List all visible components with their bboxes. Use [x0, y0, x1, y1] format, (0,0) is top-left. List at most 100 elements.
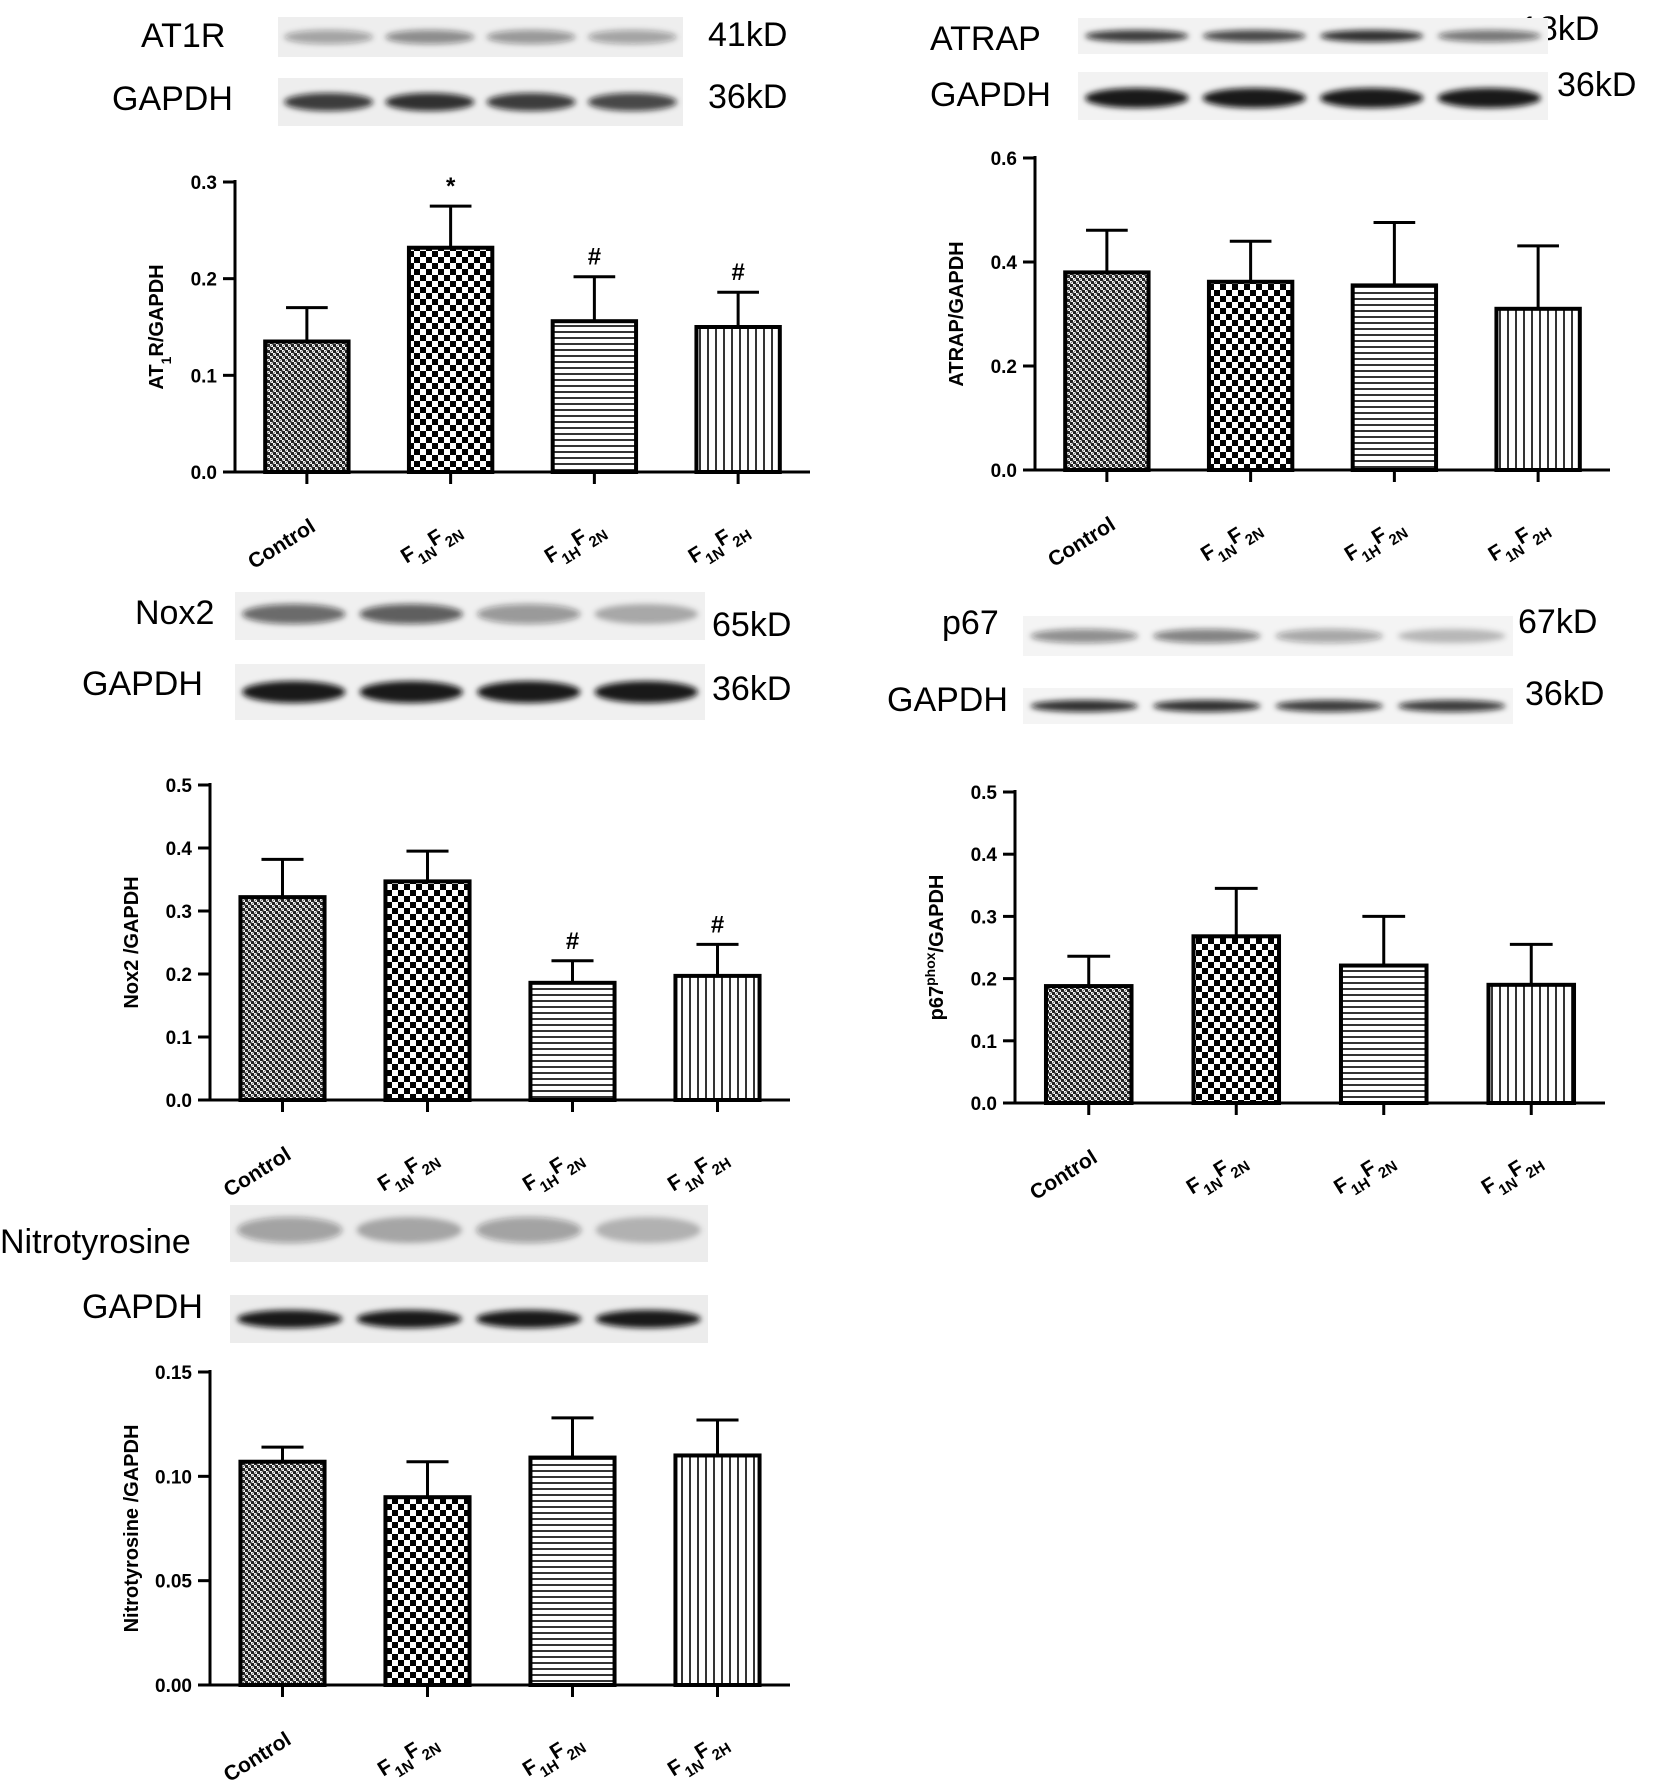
x-tick-label: F1NF2N: [1182, 1146, 1252, 1206]
y-tick-label: 0.0: [991, 461, 1017, 482]
blot-band: [237, 1217, 343, 1243]
x-tick-label: F1NF2N: [374, 1143, 444, 1203]
x-tick-label: F1NF2H: [684, 515, 754, 575]
y-tick-label: 0.0: [166, 1091, 192, 1112]
blot-band: [1320, 88, 1424, 108]
blot-loading-label: GAPDH: [930, 76, 1051, 114]
bar: [694, 325, 782, 474]
blot-band: [1202, 30, 1306, 42]
y-tick-label: 0.4: [991, 253, 1018, 274]
blot-band: [242, 681, 346, 703]
blot-band: [385, 93, 475, 111]
bar: [673, 1453, 762, 1688]
significance-marker: #: [588, 244, 601, 271]
blot-band: [1085, 30, 1189, 42]
blot-band: [587, 30, 677, 44]
blot-band: [1030, 700, 1139, 712]
bar: [238, 895, 327, 1102]
blot-band: [1397, 700, 1506, 712]
blot-loading-kd: 36kD: [708, 78, 788, 116]
blot-band: [1320, 30, 1424, 42]
blot-band: [587, 93, 677, 111]
significance-marker: #: [731, 259, 744, 286]
x-tick-label: Control: [220, 1143, 296, 1202]
x-tick-label: F1HF2N: [1341, 513, 1411, 573]
blot-band: [486, 93, 576, 111]
blot-band: [594, 681, 698, 703]
y-axis-label: Nox2 /GAPDH: [121, 876, 143, 1008]
blot-protein-label: p67: [942, 604, 999, 642]
y-tick-label: 0.1: [191, 366, 218, 387]
chart-atrap: 0.0 0.2 0.4 0.6 ATRAP/GAPDH Control F1NF2N F1HF…: [946, 149, 1610, 573]
blot-band: [359, 604, 463, 624]
blot-band: [477, 604, 581, 624]
bar: [1063, 270, 1151, 472]
significance-marker: #: [711, 911, 724, 938]
significance-marker: *: [446, 173, 456, 200]
blot-band: [1437, 88, 1541, 108]
y-tick-label: 0.10: [155, 1467, 192, 1488]
y-tick-label: 0.3: [166, 902, 192, 923]
blot-protein-kd: 65kD: [712, 606, 792, 644]
blot-band: [476, 1310, 582, 1328]
y-tick-label: 0.4: [166, 839, 193, 860]
western-blot-image: [1078, 18, 1548, 120]
blot-loading-label: GAPDH: [82, 1288, 203, 1326]
y-tick-label: 0.4: [971, 845, 998, 866]
x-tick-label: F1NF2H: [1477, 1146, 1547, 1206]
bar: [238, 1459, 327, 1687]
x-tick-label: F1NF2H: [1484, 513, 1554, 573]
x-tick-label: Control: [244, 515, 320, 574]
chart-p67: 0.0 0.1 0.2 0.3 0.4 0.5 p67phox/GAPDH Control F1…: [922, 783, 1605, 1206]
y-axis-label: ATRAP/GAPDH: [946, 241, 968, 386]
y-axis-label: Nitrotyrosine /GAPDH: [121, 1425, 143, 1633]
blot-band: [359, 681, 463, 703]
y-tick-label: 0.15: [155, 1363, 192, 1384]
significance-marker: #: [566, 928, 579, 955]
blot-band: [486, 30, 576, 44]
blot-band: [1202, 88, 1306, 108]
blot-protein-kd: 67kD: [1518, 603, 1598, 641]
blot-band: [1152, 629, 1261, 643]
blot-band: [284, 30, 374, 44]
y-tick-label: 0.5: [971, 783, 998, 804]
y-axis-label: p67phox/GAPDH: [922, 875, 948, 1021]
blot-loading-kd: 36kD: [1557, 66, 1637, 104]
y-tick-label: 0.2: [991, 357, 1017, 378]
bar: [1338, 963, 1429, 1105]
blot-band: [356, 1217, 462, 1243]
y-tick-label: 0.0: [191, 463, 217, 484]
blot-band: [1275, 629, 1384, 643]
blot-band: [237, 1310, 343, 1328]
blot-protein-kd: 41kD: [708, 16, 788, 54]
blot-band: [1437, 30, 1541, 42]
bar: [1206, 279, 1295, 472]
y-tick-label: 0.5: [166, 776, 193, 797]
bar: [528, 1455, 617, 1688]
bar: [1043, 984, 1134, 1105]
bar: [383, 1495, 472, 1687]
x-tick-label: F1HF2N: [541, 515, 611, 575]
y-tick-label: 0.00: [155, 1676, 192, 1697]
blot-loading-label: GAPDH: [82, 665, 203, 703]
bar: [550, 319, 639, 474]
western-blot-image: [230, 1205, 708, 1343]
x-tick-label: F1NF2N: [397, 515, 467, 575]
y-tick-label: 0.0: [971, 1094, 997, 1115]
blot-band: [1397, 629, 1506, 643]
blot-band: [1085, 88, 1189, 108]
y-tick-label: 0.1: [971, 1032, 998, 1053]
y-tick-label: 0.05: [155, 1572, 192, 1593]
western-blot-image: [1023, 616, 1513, 724]
blot-band: [477, 681, 581, 703]
blot-band: [284, 93, 374, 111]
y-tick-label: 0.3: [971, 907, 997, 928]
bar: [383, 879, 472, 1102]
blot-protein-label: AT1R: [141, 17, 226, 55]
y-tick-label: 0.6: [991, 149, 1017, 170]
blot-band: [385, 30, 475, 44]
x-tick-label: Control: [1044, 513, 1120, 572]
blot-band: [1030, 629, 1139, 643]
blot-band: [595, 1217, 701, 1243]
x-tick-label: F1NF2H: [664, 1728, 734, 1780]
